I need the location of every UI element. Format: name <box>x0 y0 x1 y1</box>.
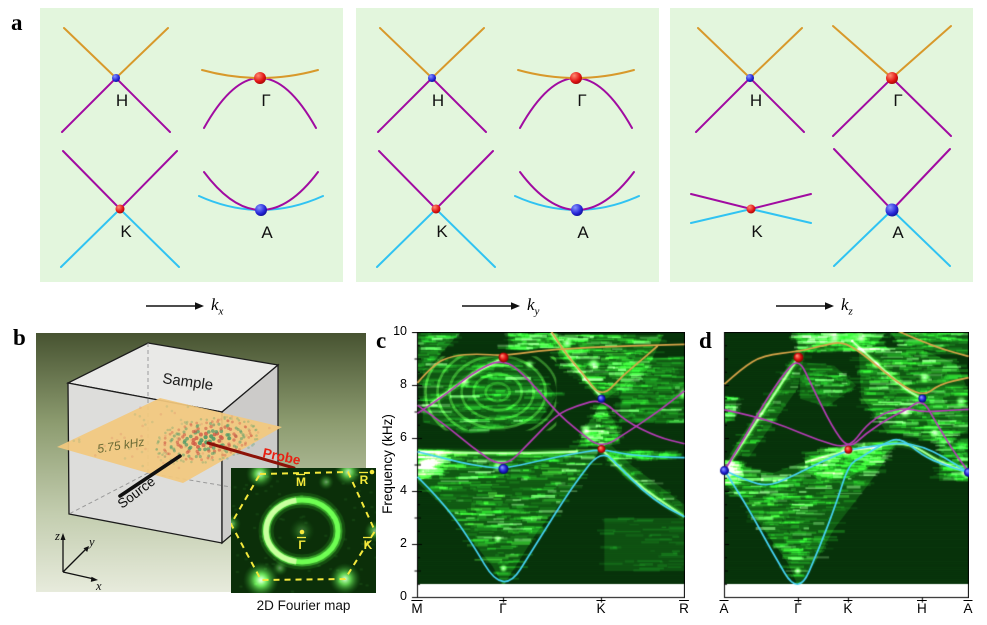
scan-plane <box>57 398 282 483</box>
xtick-A: A <box>719 601 729 616</box>
panel-letter-a: a <box>11 10 23 35</box>
node-label: A <box>577 223 589 242</box>
panel-letter-b: b <box>13 325 26 350</box>
blue-node-dot <box>428 74 436 82</box>
band-structure-d <box>718 332 969 603</box>
kz-label: kz <box>841 294 853 318</box>
xtick-M: M <box>411 601 423 616</box>
schematic-kx: H Γ K A <box>40 8 343 282</box>
kx-label: kx <box>211 294 224 318</box>
fourier-map-overlay: M R Γ K <box>231 469 376 582</box>
red-node-dot <box>254 72 266 84</box>
xtick-R: R <box>679 601 689 616</box>
kz-axis-arrow: kz <box>776 294 853 318</box>
red-node-dot <box>431 204 441 214</box>
frequency-axis-label: Frequency (kHz) <box>380 414 395 514</box>
ytick-2: 2 <box>400 536 407 550</box>
node-label: H <box>116 91 128 110</box>
blue-node-dot <box>255 204 267 216</box>
z-axis-label: z <box>54 529 60 543</box>
ytick-0: 0 <box>400 589 407 603</box>
node-label: Γ <box>893 91 902 110</box>
blue-node-dot <box>885 203 899 217</box>
node-label: K <box>751 222 763 241</box>
node-label: Γ <box>261 91 270 110</box>
blue-node-dot <box>746 74 754 82</box>
ytick-6: 6 <box>400 430 407 444</box>
schematic-ky: H Γ K A <box>356 8 659 282</box>
red-node-dot <box>746 204 756 214</box>
node-label: H <box>432 91 444 110</box>
sample-label: Sample <box>161 370 214 394</box>
node-label: K <box>436 222 448 241</box>
source-needle <box>118 454 182 498</box>
inset-caption: 2D Fourier map <box>256 598 351 613</box>
xtick-A: A <box>963 601 973 616</box>
node-label: A <box>892 223 904 242</box>
kx-axis-arrow: kx <box>146 294 223 318</box>
red-node-dot <box>570 72 582 84</box>
arrow-icon <box>146 302 204 310</box>
band-structure-c <box>411 332 685 603</box>
blue-node-dot <box>112 74 120 82</box>
inset-label-Γ: Γ <box>298 538 306 552</box>
inset-label-K: K <box>364 538 373 552</box>
xtick-Γ: Γ <box>794 601 802 616</box>
y-axis-label: y <box>87 535 95 549</box>
panel-letter-c: c <box>376 328 387 353</box>
panel-letter-d: d <box>699 328 712 353</box>
xtick-H: H <box>917 601 927 616</box>
red-node-dot <box>886 72 898 84</box>
node-label: Γ <box>577 91 586 110</box>
ytick-10: 10 <box>393 324 407 338</box>
xtick-K: K <box>596 601 606 616</box>
x-axis-label: x <box>95 579 102 592</box>
probe-needle <box>206 441 296 470</box>
xtick-K: K <box>843 601 853 616</box>
xtick-Γ: Γ <box>499 601 507 616</box>
inset-label-R: R <box>360 473 369 487</box>
node-label: H <box>750 91 762 110</box>
node-label: A <box>261 223 273 242</box>
coordinate-axes-icon <box>60 533 98 582</box>
wavefield-pattern <box>72 405 271 470</box>
node-label: K <box>120 222 132 241</box>
arrow-icon <box>462 302 520 310</box>
blue-node-dot <box>571 204 583 216</box>
sample-schematic: 5.75 kHz Sample Source Probe z y x <box>36 333 366 592</box>
red-node-dot <box>115 204 125 214</box>
ytick-4: 4 <box>400 483 407 497</box>
schematic-kz: H Γ K A <box>670 8 973 282</box>
inset-label-M: M <box>296 475 306 489</box>
ky-label: ky <box>527 294 540 318</box>
gamma-point-dot <box>299 529 305 535</box>
ytick-8: 8 <box>400 377 407 391</box>
corner-point-dot <box>369 469 375 475</box>
arrow-icon <box>776 302 834 310</box>
ky-axis-arrow: ky <box>462 294 539 318</box>
brillouin-zone-hexagon <box>231 470 376 582</box>
